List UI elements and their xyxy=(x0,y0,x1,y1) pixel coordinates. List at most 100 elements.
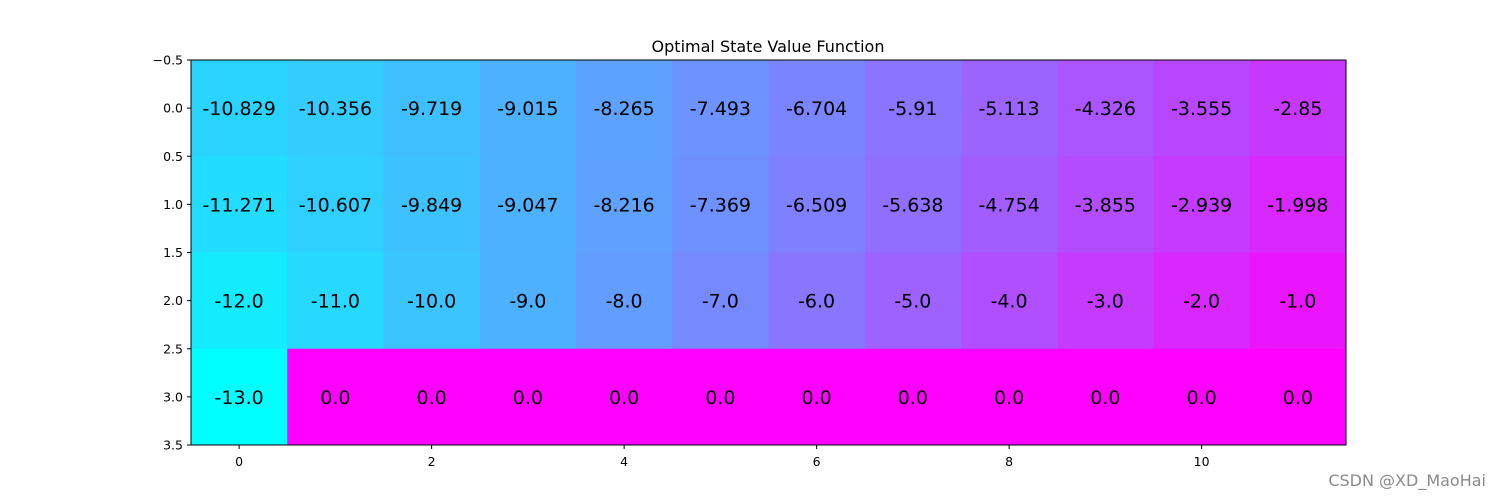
cell-label-r2-c3: -9.0 xyxy=(509,291,546,313)
y-tick-label: 3.0 xyxy=(163,389,183,404)
cell-label-r3-c5: 0.0 xyxy=(705,387,735,409)
cell-label-r1-c11: -1.998 xyxy=(1267,194,1328,216)
cell-label-r0-c9: -4.326 xyxy=(1075,98,1136,120)
x-tick-label: 10 xyxy=(1194,454,1210,469)
cell-label-r1-c1: -10.607 xyxy=(299,194,372,216)
heatmap-cell-labels: -10.829 -10.356 -9.719 -9.015 -8.265 -7.493 -6… xyxy=(202,98,1328,409)
cell-label-r1-c5: -7.369 xyxy=(690,194,751,216)
heatmap-cell-r2-c8 xyxy=(961,252,1058,350)
cell-label-r3-c8: 0.0 xyxy=(994,387,1024,409)
y-tick-label: −0.5 xyxy=(153,53,183,68)
heatmap-cell-r3-c0 xyxy=(191,348,288,446)
y-tick-label: 2.5 xyxy=(163,341,183,356)
cell-label-r1-c4: -8.216 xyxy=(594,194,655,216)
watermark: CSDN @XD_MaoHai xyxy=(1328,471,1486,490)
cell-label-r3-c2: 0.0 xyxy=(417,387,447,409)
heatmap-cell-r2-c9 xyxy=(1057,252,1154,350)
cell-label-r3-c4: 0.0 xyxy=(609,387,639,409)
cell-label-r2-c5: -7.0 xyxy=(702,291,739,313)
heatmap-cell-r0-c11 xyxy=(1249,60,1347,157)
heatmap-cell-r0-c10 xyxy=(1153,60,1251,157)
cell-label-r2-c10: -2.0 xyxy=(1183,291,1220,313)
cell-label-r3-c6: 0.0 xyxy=(802,387,832,409)
cell-label-r1-c0: -11.271 xyxy=(202,194,275,216)
cell-label-r2-c7: -5.0 xyxy=(894,291,931,313)
cell-label-r2-c6: -6.0 xyxy=(798,291,835,313)
heatmap-cell-r2-c5 xyxy=(672,252,769,350)
heatmap-cell-r3-c3 xyxy=(479,348,577,446)
heatmap-cell-r1-c11 xyxy=(1249,156,1347,253)
y-tick-label: 0.0 xyxy=(163,101,183,116)
cell-label-r3-c7: 0.0 xyxy=(898,387,928,409)
heatmap-cell-r2-c7 xyxy=(864,252,962,350)
heatmap-cell-r3-c2 xyxy=(383,348,481,446)
heatmap-cell-r3-c11 xyxy=(1249,348,1347,446)
cell-label-r3-c1: 0.0 xyxy=(320,387,350,409)
x-tick-label: 2 xyxy=(428,454,436,469)
cell-label-r1-c7: -5.638 xyxy=(882,194,943,216)
cell-label-r0-c11: -2.85 xyxy=(1273,98,1322,120)
heatmap-cell-r2-c1 xyxy=(287,252,384,350)
cell-label-r1-c10: -2.939 xyxy=(1171,194,1232,216)
heatmap-cell-r1-c10 xyxy=(1153,156,1251,253)
heatmap-cell-r3-c1 xyxy=(287,348,384,446)
heatmap-cell-r3-c10 xyxy=(1153,348,1251,446)
heatmap-cell-r1-c5 xyxy=(672,156,769,253)
cell-label-r0-c6: -6.704 xyxy=(786,98,847,120)
heatmap-cell-r2-c2 xyxy=(383,252,481,350)
x-tick-label: 6 xyxy=(813,454,821,469)
cell-label-r2-c4: -8.0 xyxy=(606,291,643,313)
heatmap-cell-r0-c3 xyxy=(479,60,577,157)
heatmap-cell-r0-c7 xyxy=(864,60,962,157)
cell-label-r3-c11: 0.0 xyxy=(1283,387,1313,409)
heatmap-cell-r1-c2 xyxy=(383,156,481,253)
heatmap-cell-r0-c2 xyxy=(383,60,481,157)
heatmap-cell-r0-c4 xyxy=(576,60,673,157)
cell-label-r2-c8: -4.0 xyxy=(991,291,1028,313)
heatmap-cell-r1-c6 xyxy=(768,156,866,253)
heatmap-cell-r2-c4 xyxy=(576,252,673,350)
heatmap-cell-r2-c0 xyxy=(191,252,288,350)
cell-label-r1-c2: -9.849 xyxy=(401,194,462,216)
heatmap-cell-r0-c0 xyxy=(191,60,288,157)
heatmap-cell-r3-c6 xyxy=(768,348,866,446)
cell-label-r0-c4: -8.265 xyxy=(594,98,655,120)
heatmap-cell-r2-c10 xyxy=(1153,252,1251,350)
cell-label-r0-c0: -10.829 xyxy=(202,98,275,120)
heatmap-cell-r2-c11 xyxy=(1249,252,1347,350)
cell-label-r2-c2: -10.0 xyxy=(407,291,456,313)
cell-label-r1-c8: -4.754 xyxy=(979,194,1040,216)
cell-label-r3-c3: 0.0 xyxy=(513,387,543,409)
cell-label-r2-c11: -1.0 xyxy=(1279,291,1316,313)
heatmap-cell-r0-c9 xyxy=(1057,60,1154,157)
heatmap-cell-r1-c4 xyxy=(576,156,673,253)
heatmap-cell-r3-c8 xyxy=(961,348,1058,446)
cell-label-r0-c2: -9.719 xyxy=(401,98,462,120)
heatmap-cell-r3-c4 xyxy=(576,348,673,446)
heatmap-cell-r2-c3 xyxy=(479,252,577,350)
y-tick-label: 1.0 xyxy=(163,197,183,212)
cell-label-r2-c9: -3.0 xyxy=(1087,291,1124,313)
heatmap-cell-r1-c0 xyxy=(191,156,288,253)
cell-label-r3-c9: 0.0 xyxy=(1090,387,1120,409)
x-axis: 0 2 4 6 8 10 xyxy=(235,445,1210,469)
heatmap-cell-r3-c9 xyxy=(1057,348,1154,446)
cell-label-r0-c1: -10.356 xyxy=(299,98,372,120)
cell-label-r2-c0: -12.0 xyxy=(215,291,264,313)
heatmap-cell-r1-c8 xyxy=(961,156,1058,253)
heatmap-cells xyxy=(191,60,1347,446)
heatmap-cell-r2-c6 xyxy=(768,252,866,350)
heatmap-cell-r0-c8 xyxy=(961,60,1058,157)
cell-label-r0-c5: -7.493 xyxy=(690,98,751,120)
cell-label-r1-c6: -6.509 xyxy=(786,194,847,216)
heatmap-cell-r1-c1 xyxy=(287,156,384,253)
heatmap-cell-r0-c6 xyxy=(768,60,866,157)
chart-title: Optimal State Value Function xyxy=(652,37,885,56)
cell-label-r3-c10: 0.0 xyxy=(1187,387,1217,409)
heatmap-cell-r3-c5 xyxy=(672,348,769,446)
heatmap-cell-r0-c5 xyxy=(672,60,769,157)
cell-label-r1-c3: -9.047 xyxy=(497,194,558,216)
x-tick-label: 0 xyxy=(235,454,243,469)
y-tick-label: 3.5 xyxy=(163,438,183,453)
